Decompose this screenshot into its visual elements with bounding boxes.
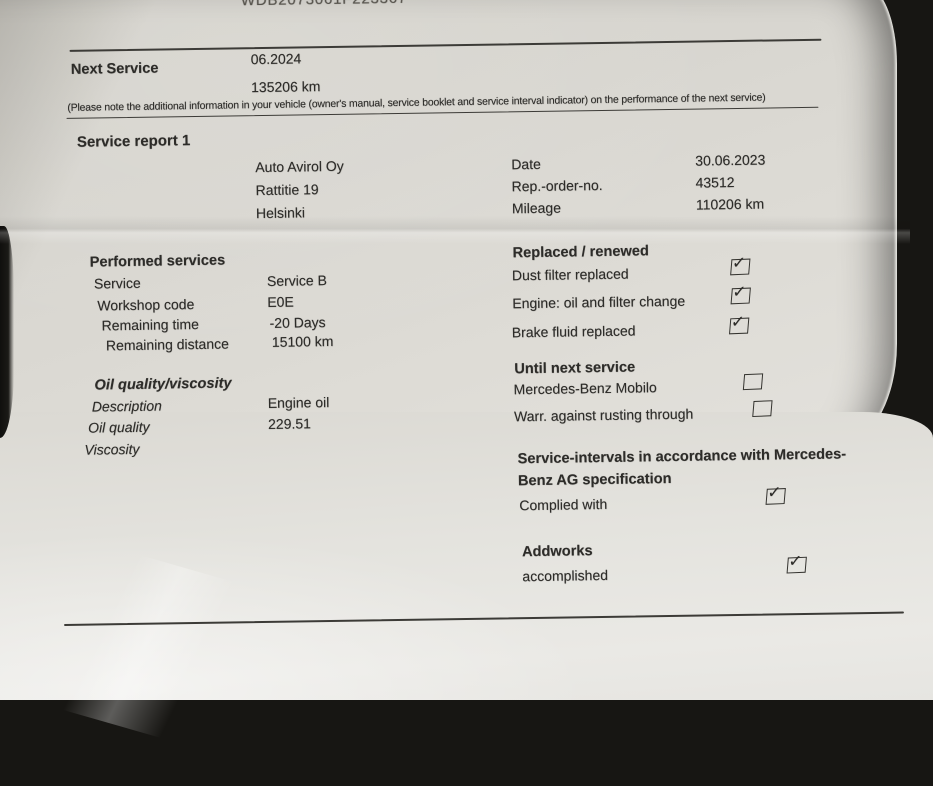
oil-quality-title: Oil quality/viscosity <box>94 375 232 394</box>
checkbox-complied-checked <box>765 488 786 505</box>
background-gap-left <box>0 226 14 438</box>
performed-services-title: Performed services <box>89 252 226 271</box>
paper-sheet-bottom <box>0 412 933 700</box>
addworks-title: Addworks <box>521 543 593 561</box>
oil-value-quality: 229.51 <box>267 415 312 432</box>
replaced-item-dust-filter: Dust filter replaced <box>511 265 629 284</box>
oil-label-quality: Oil quality <box>87 418 150 436</box>
paper-sheet <box>0 0 897 454</box>
checkbox-engine-oil-checked <box>730 287 751 305</box>
until-item-rusting: Warr. against rusting through <box>513 405 694 425</box>
service-intervals-title-line1: Service-intervals in accordance with Mer… <box>517 446 847 468</box>
meta-label-date: Date <box>511 155 541 173</box>
report-title: Service report 1 <box>76 132 191 151</box>
meta-value-mileage: 110206 km <box>695 195 765 213</box>
performed-label-remaining-time: Remaining time <box>101 315 199 334</box>
workshop-city: Helsinki <box>255 204 306 222</box>
meta-label-mileage: Mileage <box>511 199 562 217</box>
checkbox-brake-fluid-checked <box>728 317 750 335</box>
intervals-item-complied: Complied with <box>519 495 608 514</box>
meta-value-date: 30.06.2023 <box>695 151 766 169</box>
performed-value-remaining-distance: 15100 km <box>271 332 334 350</box>
next-service-mileage: 135206 km <box>250 78 321 96</box>
divider-bottom <box>64 611 904 626</box>
workshop-name: Auto Avirol Oy <box>255 157 344 176</box>
replaced-item-engine-oil: Engine: oil and filter change <box>512 292 686 312</box>
service-report-page: WDB2073061F223367 Next Service 06.2024 1… <box>0 0 933 707</box>
performed-label-remaining-distance: Remaining distance <box>105 335 229 354</box>
workshop-street: Rattitie 19 <box>255 181 319 199</box>
oil-label-description: Description <box>91 397 162 415</box>
replaced-renewed-title: Replaced / renewed <box>512 243 649 262</box>
divider-top <box>69 38 822 52</box>
checkbox-mobilo-unchecked <box>742 373 764 391</box>
next-service-date: 06.2024 <box>250 50 302 68</box>
performed-value-workshop-code: E0E <box>267 293 294 310</box>
meta-value-order: 43512 <box>695 173 735 191</box>
performed-value-remaining-time: -20 Days <box>269 314 326 331</box>
addworks-item-accomplished: accomplished <box>522 566 609 585</box>
meta-label-order: Rep.-order-no. <box>511 176 603 195</box>
until-item-mobilo: Mercedes-Benz Mobilo <box>513 379 657 398</box>
paper-crease <box>0 216 910 244</box>
performed-label-workshop-code: Workshop code <box>97 296 195 314</box>
service-intervals-title-line2: Benz AG specification <box>517 470 672 490</box>
until-next-service-title: Until next service <box>514 359 636 378</box>
performed-label-service: Service <box>93 274 141 292</box>
performed-value-service: Service B <box>266 272 327 289</box>
vin-partial-text: WDB2073061F223367 <box>241 0 407 9</box>
next-service-label: Next Service <box>70 60 159 78</box>
checkbox-rusting-unchecked <box>752 400 773 418</box>
checkbox-accomplished-checked <box>786 556 807 574</box>
replaced-item-brake-fluid: Brake fluid replaced <box>511 322 636 341</box>
oil-value-description: Engine oil <box>267 394 330 411</box>
checkbox-dust-filter-checked <box>730 258 751 276</box>
next-service-note: (Please note the additional information … <box>67 92 766 114</box>
oil-label-viscosity: Viscosity <box>84 440 140 458</box>
